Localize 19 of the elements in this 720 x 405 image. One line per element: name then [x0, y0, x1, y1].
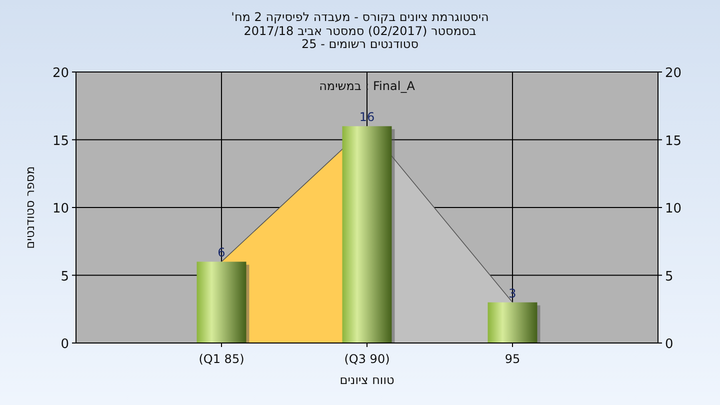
text: בסמסטר (02/2017) סמסטר אביב 2017/18: [244, 24, 476, 38]
y-axis-title: מספר סטודנטים: [23, 166, 37, 249]
y2-tick-label: 10: [665, 202, 682, 216]
y-tick-label: 5: [60, 269, 69, 284]
x-tick-label: (Q1 85): [198, 352, 244, 366]
y2-tick-label: 0: [665, 337, 674, 352]
annotation: במשימה : Final_A: [319, 79, 416, 93]
y-tick-label: 20: [52, 66, 69, 81]
x-tick-label: (Q3 90): [344, 352, 390, 366]
y-tick-label: 10: [52, 202, 69, 216]
text: סטודנטים רשומים - 25: [301, 37, 419, 51]
y2-tick-label: 15: [665, 134, 682, 149]
y-tick-label: 15: [52, 134, 69, 149]
x-tick-label: 95: [504, 352, 520, 366]
x-axis-title: טווח ציונים: [340, 373, 394, 387]
y-tick-label: 0: [60, 337, 69, 352]
chart-title: היסטוגרמת ציונים בקורס - מעבדה לפיסיקה 2 מח': [231, 10, 489, 24]
y2-tick-label: 20: [665, 66, 682, 81]
y2-tick-label: 5: [665, 269, 674, 284]
